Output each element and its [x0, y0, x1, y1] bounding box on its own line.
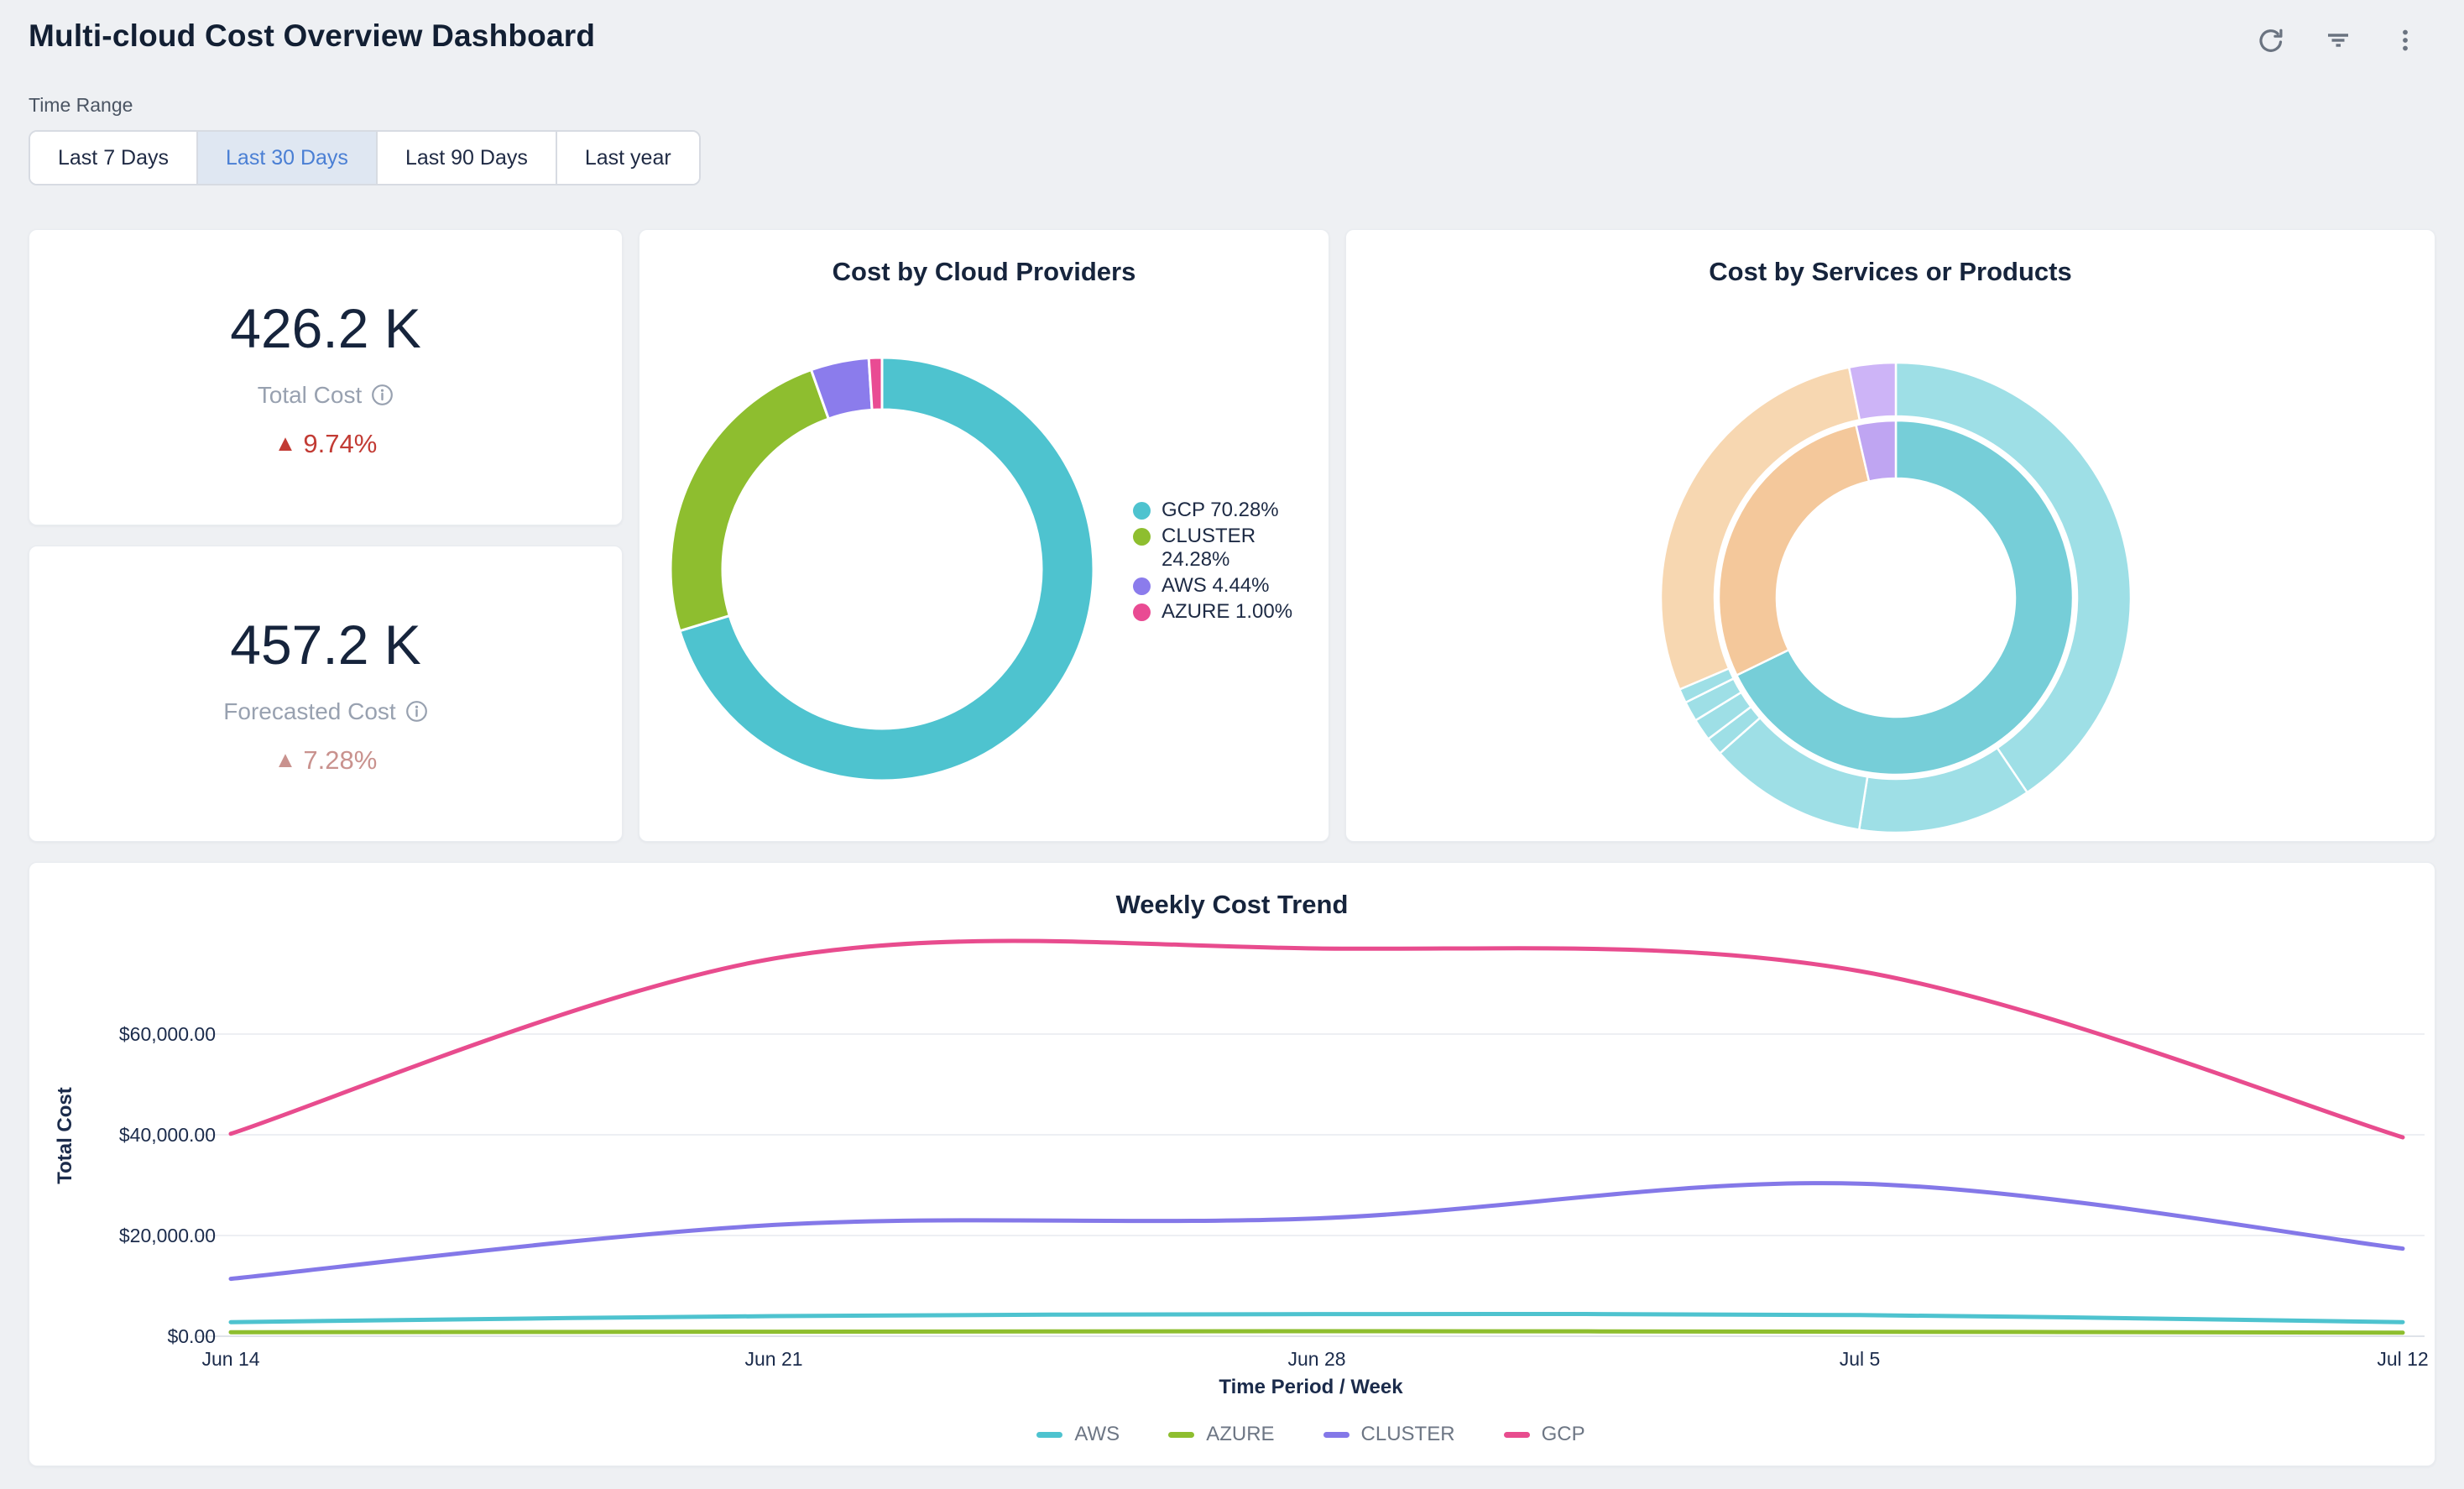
providers-chart-title: Cost by Cloud Providers	[832, 257, 1136, 286]
x-axis-tick-jun21: Jun 21	[744, 1348, 803, 1370]
forecasted-cost-label-row: Forecasted Cost	[223, 698, 427, 725]
trend-chart-legend: AWS AZURE CLUSTER GCP	[197, 1423, 2425, 1446]
trend-chart-title: Weekly Cost Trend	[1115, 890, 1349, 919]
total-cost-value: 426.2 K	[230, 296, 421, 359]
services-chart-title: Cost by Services or Products	[1709, 257, 2072, 286]
delta-value: 9.74%	[303, 428, 378, 458]
time-range-group: Last 7 Days Last 30 Days Last 90 Days La…	[29, 130, 701, 185]
y-axis-tick-40k: $40,000.00	[118, 1124, 216, 1146]
time-range-label: Time Range	[29, 94, 133, 116]
y-axis-tick-20k: $20,000.00	[118, 1225, 216, 1246]
legend-label-aws: AWS 4.44%	[1162, 574, 1270, 597]
legend-item-gcp[interactable]: GCP	[1503, 1423, 1585, 1446]
delta-up-icon: ▲	[274, 747, 297, 772]
x-axis-tick-jun28: Jun 28	[1287, 1348, 1346, 1370]
page-title: Multi-cloud Cost Overview Dashboard	[29, 18, 596, 53]
top-cards-row: 426.2 K Total Cost ▲ 9.74% 457.2 K	[29, 229, 2435, 842]
legend-label-cluster: CLUSTER 24.28%	[1162, 525, 1256, 571]
legend-swatch-gcp	[1503, 1431, 1530, 1438]
legend-swatch-cluster	[1133, 528, 1151, 546]
time-range-last-30-days[interactable]: Last 30 Days	[198, 132, 378, 184]
total-cost-label-row: Total Cost	[258, 382, 394, 409]
page-header: Multi-cloud Cost Overview Dashboard	[29, 0, 2435, 59]
header-actions	[2253, 22, 2424, 59]
kebab-menu-icon	[2403, 29, 2408, 51]
legend-item-aws[interactable]: AWS	[1036, 1423, 1120, 1446]
legend-item-cluster[interactable]: CLUSTER	[1323, 1423, 1455, 1446]
refresh-icon	[2259, 29, 2283, 52]
delta-up-icon: ▲	[274, 431, 297, 456]
legend-label-gcp: GCP	[1541, 1423, 1585, 1445]
legend-item-aws[interactable]: AWS 4.44%	[1133, 574, 1313, 598]
legend-label-cluster: CLUSTER	[1360, 1423, 1455, 1445]
time-range-last-90-days[interactable]: Last 90 Days	[377, 132, 557, 184]
legend-swatch-azure	[1133, 603, 1151, 621]
time-range-last-year[interactable]: Last year	[556, 132, 699, 184]
legend-swatch-aws	[1036, 1431, 1063, 1438]
x-axis-tick-jun14: Jun 14	[201, 1348, 260, 1370]
x-axis-title: Time Period / Week	[1219, 1376, 1403, 1398]
legend-label-aws: AWS	[1074, 1423, 1120, 1445]
providers-chart-legend: GCP 70.28% CLUSTER 24.28% AWS 4.44% AZUR…	[1133, 499, 1313, 626]
forecasted-cost-delta: ▲ 7.28%	[274, 745, 378, 776]
x-axis-tick-jul12: Jul 12	[2377, 1348, 2429, 1370]
x-axis-tick-jul5: Jul 5	[1839, 1348, 1881, 1370]
legend-item-azure[interactable]: AZURE 1.00%	[1133, 600, 1313, 624]
kebab-menu-button[interactable]	[2387, 22, 2424, 59]
trend-chart-card: Weekly Cost Trend $0.00 $20,000.00 $40,0…	[29, 862, 2435, 1466]
refresh-button[interactable]	[2253, 22, 2289, 59]
legend-swatch-aws	[1133, 577, 1151, 595]
providers-chart-card: Cost by Cloud Providers GCP 70.28% CLUST…	[639, 229, 1329, 842]
legend-swatch-azure	[1168, 1431, 1195, 1438]
legend-label-azure: AZURE	[1206, 1423, 1275, 1445]
forecasted-cost-value: 457.2 K	[230, 613, 421, 676]
services-sunburst-chart	[1659, 361, 2133, 834]
info-icon[interactable]	[405, 700, 428, 723]
legend-label-gcp: GCP 70.28%	[1162, 499, 1279, 521]
filter-button[interactable]	[2320, 22, 2357, 59]
forecasted-cost-label: Forecasted Cost	[223, 697, 396, 724]
time-range-last-7-days[interactable]: Last 7 Days	[30, 132, 199, 184]
filter-icon	[2328, 34, 2348, 47]
legend-swatch-gcp	[1133, 502, 1151, 520]
kpi-column: 426.2 K Total Cost ▲ 9.74% 457.2 K	[29, 229, 623, 842]
y-axis-tick-60k: $60,000.00	[118, 1023, 216, 1045]
info-icon[interactable]	[371, 384, 394, 406]
y-axis-title: Total Cost	[54, 1087, 76, 1184]
legend-item-cluster[interactable]: CLUSTER 24.28%	[1133, 525, 1313, 572]
services-chart-card: Cost by Services or Products	[1345, 229, 2435, 842]
total-cost-label: Total Cost	[257, 381, 363, 408]
weekly-trend-line-chart	[197, 938, 2425, 1337]
legend-item-gcp[interactable]: GCP 70.28%	[1133, 499, 1313, 522]
providers-donut-chart	[669, 356, 1095, 782]
legend-swatch-cluster	[1323, 1431, 1349, 1438]
kpi-card-total-cost: 426.2 K Total Cost ▲ 9.74%	[29, 229, 623, 525]
legend-label-azure: AZURE 1.00%	[1162, 600, 1293, 623]
kpi-card-forecasted-cost: 457.2 K Forecasted Cost ▲ 7.28%	[29, 546, 623, 842]
legend-item-azure[interactable]: AZURE	[1168, 1423, 1275, 1446]
y-axis-tick-0: $0.00	[167, 1325, 216, 1347]
total-cost-delta: ▲ 9.74%	[274, 429, 378, 459]
delta-value: 7.28%	[303, 744, 378, 775]
